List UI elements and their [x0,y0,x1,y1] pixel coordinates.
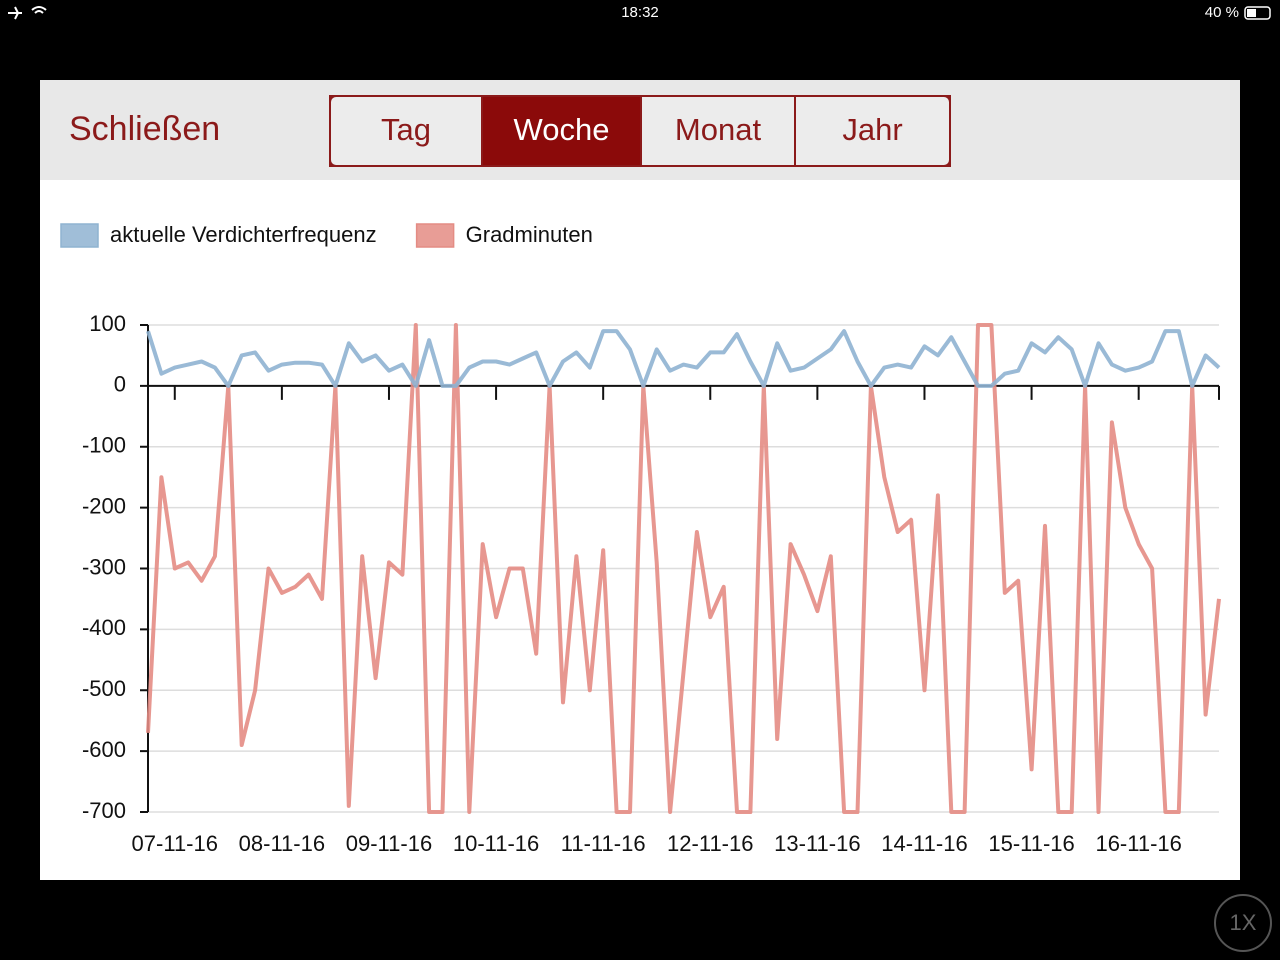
zoom-button[interactable] [1214,894,1272,952]
x-tick-label: 13-11-16 [774,831,860,856]
x-tick-label: 07-11-16 [132,831,218,856]
legend-swatch [415,223,455,248]
x-tick-label: 12-11-16 [667,831,753,856]
y-tick-label: -600 [82,737,126,762]
x-tick-label: 15-11-16 [988,831,1074,856]
battery-icon [1244,6,1271,20]
status-time: 18:32 [621,4,659,21]
y-tick-label: -300 [82,554,126,579]
battery-level [1247,9,1256,17]
x-tick-label: 09-11-16 [346,831,432,856]
close-button[interactable]: Schließen [69,110,220,148]
segment-label: Tag [381,112,431,147]
zoom-label: 1X [1230,910,1257,935]
series-line [146,329,1221,388]
segment-button[interactable] [481,95,642,167]
segment-outline [329,95,951,167]
y-tick-label: 0 [114,372,126,397]
y-tick-label: -500 [82,676,126,701]
segmented-control: Tag Woche Monat Jahr [329,95,951,167]
legend-label: Gradminuten [466,222,593,247]
status-battery: 40 % [1205,4,1239,21]
airplane-icon [8,6,22,20]
wifi-icon [31,6,47,14]
y-tick-label: -700 [82,798,126,823]
legend-swatch [60,223,99,248]
x-tick-label: 10-11-16 [453,831,539,856]
segment-label: Jahr [842,112,902,147]
segment-label: Monat [675,112,762,147]
y-tick-label: -400 [82,615,126,640]
x-tick-label: 14-11-16 [881,831,967,856]
x-tick-label: 16-11-16 [1095,831,1181,856]
y-tick-label: 100 [89,311,126,336]
series-line [146,323,1221,814]
x-tick-label: 08-11-16 [239,831,325,856]
legend-label: aktuelle Verdichterfrequenz [110,222,377,247]
x-tick-label: 11-11-16 [561,831,646,856]
segment-label: Woche [514,112,610,147]
y-tick-label: -200 [82,493,126,518]
y-tick-label: -100 [82,433,126,458]
